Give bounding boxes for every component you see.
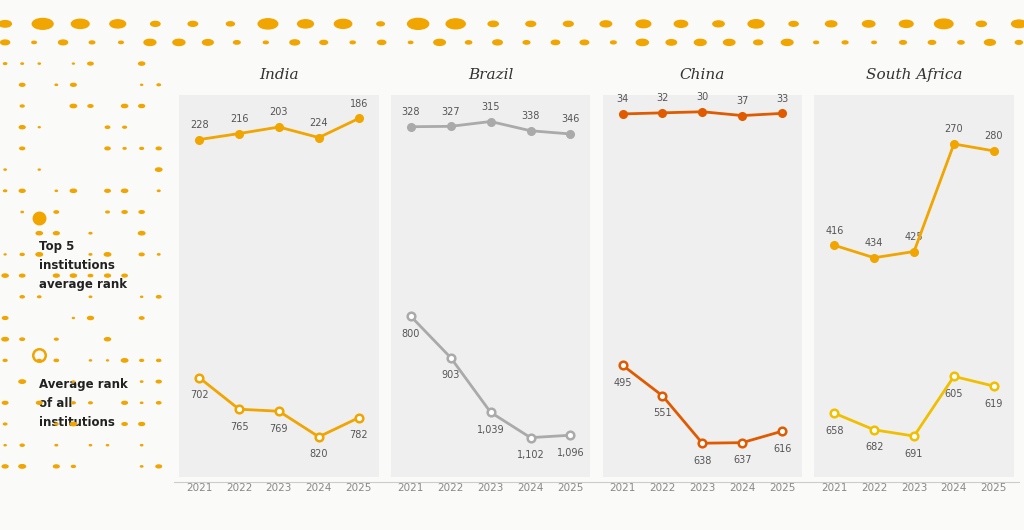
Text: 682: 682 bbox=[865, 443, 884, 452]
Text: 800: 800 bbox=[401, 329, 420, 339]
Text: 616: 616 bbox=[773, 444, 792, 454]
Text: Top 5
institutions
average rank: Top 5 institutions average rank bbox=[39, 241, 127, 292]
Text: 434: 434 bbox=[865, 238, 884, 248]
Text: 425: 425 bbox=[905, 232, 924, 242]
Text: India: India bbox=[259, 68, 299, 82]
Text: 637: 637 bbox=[733, 455, 752, 465]
Text: 328: 328 bbox=[401, 107, 420, 117]
Text: 416: 416 bbox=[825, 226, 844, 235]
Text: 769: 769 bbox=[269, 423, 288, 434]
Text: 346: 346 bbox=[561, 114, 580, 124]
Text: 658: 658 bbox=[825, 426, 844, 436]
Text: 691: 691 bbox=[905, 448, 924, 458]
Text: 224: 224 bbox=[309, 118, 328, 128]
Text: 270: 270 bbox=[944, 124, 964, 134]
Text: China: China bbox=[680, 68, 725, 82]
Text: 203: 203 bbox=[269, 107, 288, 117]
Text: 605: 605 bbox=[945, 389, 964, 399]
Text: Brazil: Brazil bbox=[468, 68, 513, 82]
Text: 1,039: 1,039 bbox=[477, 425, 505, 435]
Text: 34: 34 bbox=[616, 94, 629, 104]
Text: 315: 315 bbox=[481, 102, 500, 112]
Text: 33: 33 bbox=[776, 94, 788, 104]
Text: Average rank
of all
institutions: Average rank of all institutions bbox=[39, 378, 128, 429]
Text: 327: 327 bbox=[441, 107, 460, 117]
Text: 765: 765 bbox=[229, 422, 249, 432]
Text: 32: 32 bbox=[656, 93, 669, 103]
Text: 1,102: 1,102 bbox=[517, 450, 545, 460]
Text: South Africa: South Africa bbox=[866, 68, 963, 82]
Text: 186: 186 bbox=[349, 99, 368, 109]
Text: 495: 495 bbox=[613, 378, 632, 388]
Text: 782: 782 bbox=[349, 430, 368, 440]
Text: 338: 338 bbox=[521, 111, 540, 121]
Text: 551: 551 bbox=[653, 408, 672, 418]
Text: 903: 903 bbox=[441, 370, 460, 380]
Text: 1,096: 1,096 bbox=[557, 448, 585, 458]
Text: 30: 30 bbox=[696, 92, 709, 102]
Text: 37: 37 bbox=[736, 96, 749, 106]
Text: 619: 619 bbox=[985, 399, 1002, 409]
Text: 820: 820 bbox=[309, 449, 328, 460]
Text: 228: 228 bbox=[189, 120, 209, 130]
Text: 280: 280 bbox=[984, 131, 1004, 141]
Text: 216: 216 bbox=[229, 114, 248, 124]
Text: 702: 702 bbox=[189, 390, 209, 400]
Text: 638: 638 bbox=[693, 456, 712, 466]
